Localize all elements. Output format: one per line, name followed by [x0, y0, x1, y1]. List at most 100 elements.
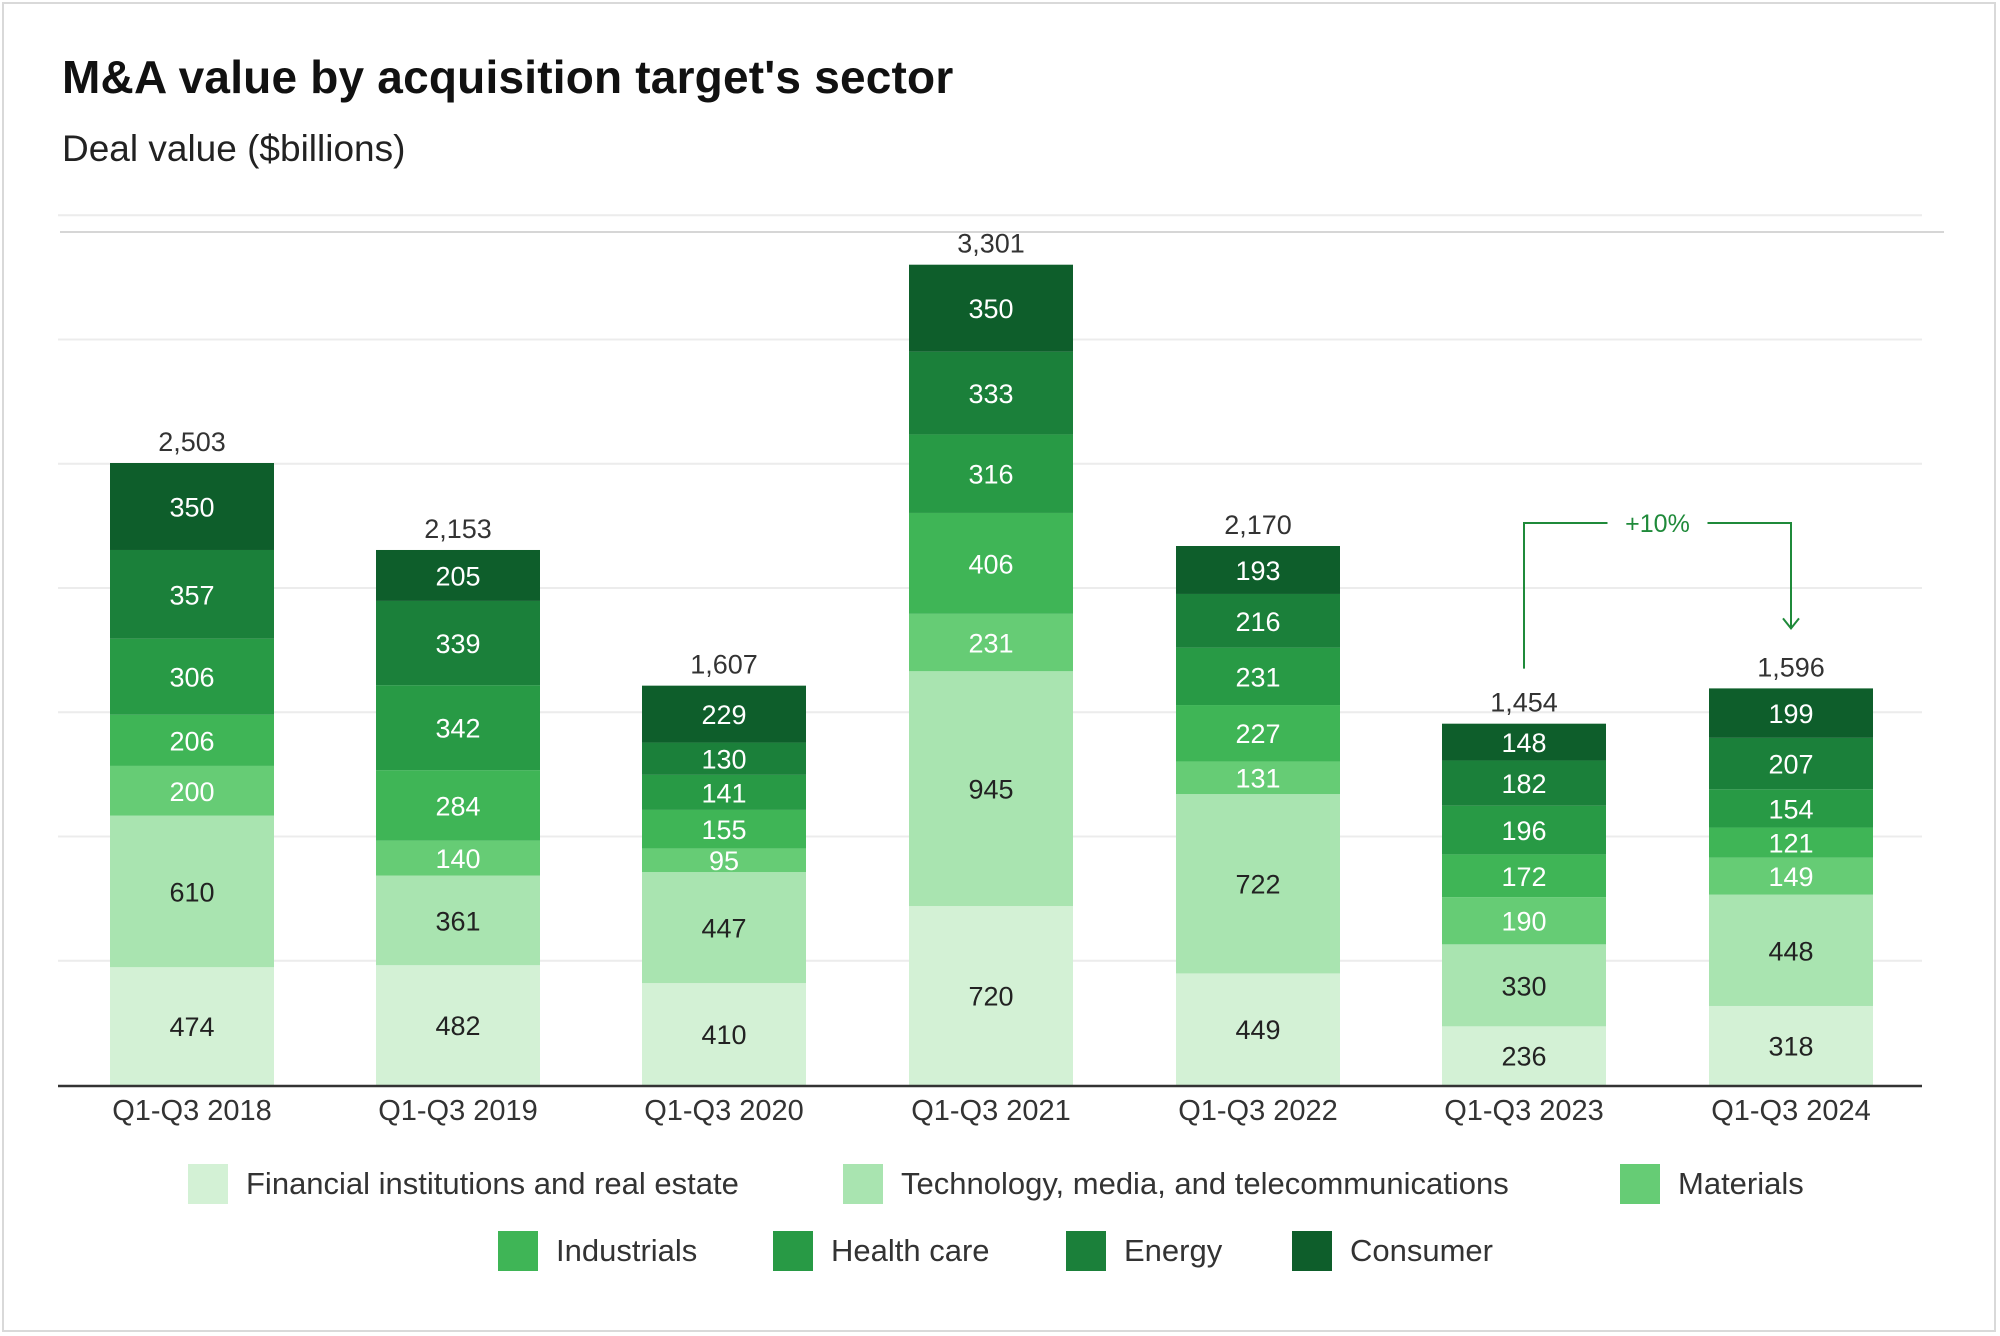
bar-segment: [1442, 854, 1606, 898]
segment-value-label: 318: [1768, 1031, 1813, 1061]
bar-segment: [1176, 593, 1340, 648]
bar-segment: [110, 967, 274, 1085]
bar-segment: [642, 848, 806, 873]
segment-value-label: 200: [169, 777, 214, 807]
bar-segment: [1709, 857, 1873, 895]
legend-item: Technology, media, and telecommunication…: [843, 1162, 1509, 1206]
bar-segment: [909, 906, 1073, 1085]
segment-value-label: 190: [1501, 907, 1546, 937]
segment-value-label: 193: [1235, 556, 1280, 586]
x-tick-label: Q1-Q3 2021: [911, 1095, 1071, 1127]
segment-value-label: 448: [1768, 936, 1813, 966]
bar-segment: [1442, 723, 1606, 761]
bar-segment: [376, 685, 540, 771]
legend-item: Materials: [1620, 1162, 1804, 1206]
segment-value-label: 199: [1768, 699, 1813, 729]
segment-value-label: 720: [968, 982, 1013, 1012]
bar-segment: [642, 809, 806, 849]
legend-item: Health care: [773, 1229, 990, 1273]
legend-label: Materials: [1678, 1166, 1804, 1201]
x-tick-label: Q1-Q3 2023: [1444, 1095, 1604, 1127]
segment-value-label: 945: [968, 775, 1013, 805]
bar-segment: [376, 875, 540, 966]
segment-value-label: 350: [169, 492, 214, 522]
bar-segment: [642, 774, 806, 810]
legend-label: Health care: [831, 1233, 990, 1268]
segment-value-label: 141: [701, 778, 746, 808]
bar-segment: [1176, 794, 1340, 974]
legend-item: Consumer: [1292, 1229, 1493, 1273]
legend-swatch: [1620, 1164, 1660, 1204]
segment-value-label: 474: [169, 1012, 214, 1042]
segment-value-label: 130: [701, 745, 746, 775]
segment-value-label: 357: [169, 580, 214, 610]
legend-label: Financial institutions and real estate: [246, 1166, 739, 1201]
bar-segment: [376, 770, 540, 841]
segment-value-label: 333: [968, 379, 1013, 409]
bar-segment: [1709, 737, 1873, 790]
segment-value-label: 231: [1235, 662, 1280, 692]
segment-value-label: 131: [1235, 764, 1280, 794]
segment-value-label: 610: [169, 877, 214, 907]
bar-segment: [1709, 894, 1873, 1006]
annotation-arrowhead: [1782, 617, 1800, 630]
total-value-label: 2,503: [158, 427, 226, 457]
bar-segment: [376, 965, 540, 1085]
bar-segment: [110, 714, 274, 766]
chart-subtitle: Deal value ($billions): [62, 128, 406, 169]
bar-segment: [909, 613, 1073, 672]
bar-segment: [1442, 944, 1606, 1027]
legend-swatch: [1292, 1231, 1332, 1271]
segment-value-label: 306: [169, 663, 214, 693]
legend-swatch: [498, 1231, 538, 1271]
legend-item: Energy: [1066, 1229, 1222, 1273]
x-tick-label: Q1-Q3 2022: [1178, 1095, 1338, 1127]
bar-segment: [642, 685, 806, 743]
bar-segment: [642, 983, 806, 1085]
bar-segment: [642, 872, 806, 984]
segment-value-label: 216: [1235, 607, 1280, 637]
bar-segment: [1709, 688, 1873, 738]
bar-segment: [1442, 760, 1606, 806]
bar-segment: [376, 840, 540, 876]
legend-swatch: [1066, 1231, 1106, 1271]
annotation-bracket-right: [1707, 522, 1792, 629]
bar-segment: [909, 512, 1073, 614]
x-tick-label: Q1-Q3 2020: [644, 1095, 804, 1127]
legend-label: Consumer: [1350, 1233, 1493, 1268]
segment-value-label: 722: [1235, 870, 1280, 900]
legend-item: Financial institutions and real estate: [188, 1162, 739, 1206]
bar-segment: [1176, 546, 1340, 594]
bar-segment: [909, 264, 1073, 352]
total-value-label: 3,301: [957, 229, 1025, 259]
legend-label: Technology, media, and telecommunication…: [901, 1166, 1509, 1201]
bar-segment: [1709, 789, 1873, 828]
legend-label: Industrials: [556, 1233, 698, 1268]
legend-row: Financial institutions and real estate Te…: [0, 1162, 2000, 1206]
segment-value-label: 361: [435, 906, 480, 936]
segment-value-label: 482: [435, 1011, 480, 1041]
legend-row: Industrials Health care Energy Consumer: [0, 1229, 2000, 1273]
bar-segment: [909, 351, 1073, 435]
bar-segment: [110, 638, 274, 715]
segment-value-label: 148: [1501, 728, 1546, 758]
segment-value-label: 149: [1768, 862, 1813, 892]
legend-swatch: [773, 1231, 813, 1271]
segment-value-label: 410: [701, 1020, 746, 1050]
header-divider: [60, 231, 1944, 233]
total-value-label: 1,607: [690, 650, 758, 680]
bar-segment: [1709, 827, 1873, 858]
segment-value-label: 196: [1501, 816, 1546, 846]
annotation-bracket-left: [1523, 522, 1608, 669]
segment-value-label: 339: [435, 629, 480, 659]
total-value-label: 2,170: [1224, 510, 1292, 540]
segment-value-label: 172: [1501, 862, 1546, 892]
bar-segment: [110, 549, 274, 639]
segment-value-label: 284: [435, 791, 480, 821]
total-value-label: 1,454: [1490, 688, 1558, 718]
segment-value-label: 447: [701, 914, 746, 944]
bar-segment: [909, 434, 1073, 513]
segment-value-label: 236: [1501, 1042, 1546, 1072]
bar-segment: [376, 600, 540, 686]
